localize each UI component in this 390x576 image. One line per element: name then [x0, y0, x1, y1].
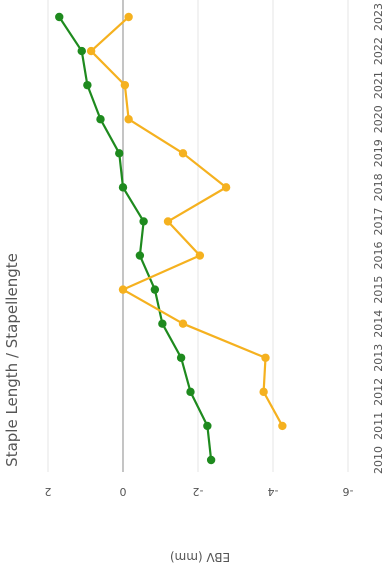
series-line: [90, 16, 284, 427]
x-tick-label: 2022: [372, 37, 385, 65]
x-tick-label: 2018: [372, 173, 385, 201]
data-point: [77, 46, 86, 56]
data-point: [186, 387, 195, 397]
data-point: [118, 285, 128, 294]
x-tick-label: 2017: [372, 207, 385, 235]
x-tick-label: 2016: [372, 242, 385, 270]
data-point: [124, 115, 133, 124]
y-tick-label: 0: [120, 485, 127, 498]
y-tick-label: -6: [343, 485, 354, 498]
data-point: [124, 12, 133, 22]
data-point: [55, 12, 64, 22]
data-point: [195, 251, 205, 260]
x-tick-label: 2015: [372, 276, 385, 304]
y-axis-label: EBV (mm): [170, 550, 230, 564]
x-tick-label: 2019: [372, 139, 385, 167]
data-point: [139, 217, 148, 226]
y-tick-label: 2: [45, 485, 52, 498]
data-point: [206, 455, 216, 465]
y-tick-label: -4: [268, 485, 279, 498]
y-tick-label: -2: [193, 485, 204, 498]
y-tick-labels: 2 0 -2 -4 -6: [45, 485, 354, 498]
data-point: [261, 353, 270, 362]
x-tick-label: 2013: [372, 344, 385, 372]
x-tick-label: 2014: [372, 310, 385, 338]
grid-layer: [47, 0, 349, 472]
x-tick-label: 2011: [372, 412, 385, 440]
x-tick-label: 2012: [372, 378, 385, 406]
data-point: [221, 183, 231, 192]
series-line: [58, 16, 213, 461]
data-point: [86, 46, 96, 56]
x-tick-labels: 2010 2011 2012 2013 2014 2015 2016 2017 2018 2019…: [372, 3, 385, 474]
x-tick-label: 2010: [372, 446, 385, 474]
data-point: [203, 421, 212, 431]
data-point: [176, 353, 186, 362]
data-point: [178, 149, 188, 158]
x-tick-label: 2023: [372, 3, 385, 31]
data-point: [115, 149, 124, 158]
data-point: [96, 115, 105, 124]
data-point: [150, 285, 160, 294]
data-point: [158, 319, 167, 328]
x-tick-label: 2020: [372, 105, 385, 133]
data-point: [118, 183, 128, 192]
series-layer: [55, 12, 287, 465]
chart-title: Staple Length / Stapellengte: [3, 253, 21, 467]
data-point: [120, 80, 130, 90]
x-tick-label: 2021: [372, 71, 385, 99]
data-point: [178, 319, 188, 328]
data-point: [163, 217, 173, 226]
data-point: [259, 387, 268, 397]
data-point: [83, 80, 92, 90]
data-point: [278, 421, 287, 431]
data-point: [135, 251, 145, 260]
